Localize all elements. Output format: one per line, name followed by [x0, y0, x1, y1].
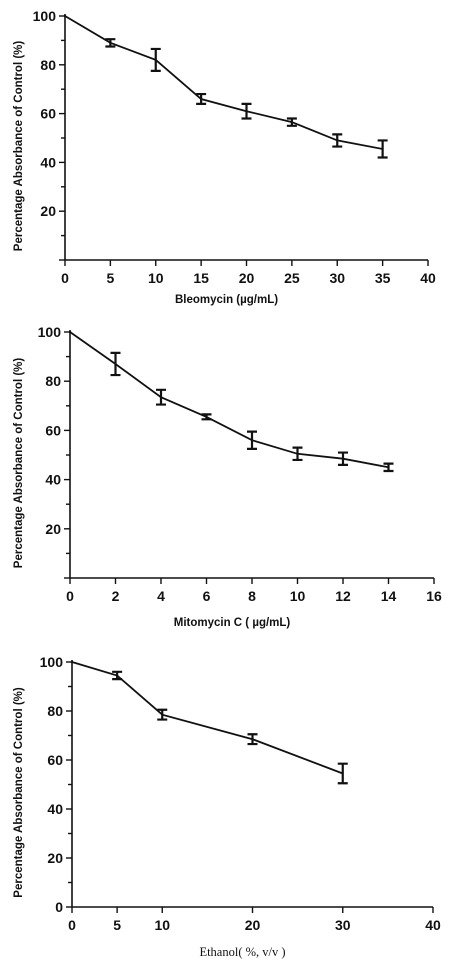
error-bar — [338, 451, 348, 466]
y-tick-label: 100 — [38, 324, 62, 340]
error-bar — [156, 388, 166, 406]
y-tick-label: 80 — [47, 703, 63, 719]
x-tick-label: 25 — [284, 270, 300, 286]
series-line — [64, 15, 383, 150]
y-tick-label: 40 — [40, 154, 56, 170]
y-axis-title: Percentage Absorbance of Control (%) — [13, 358, 25, 569]
x-tick-label: 12 — [335, 588, 351, 604]
data-point — [70, 660, 74, 664]
x-tick-label: 0 — [61, 270, 69, 286]
x-tick-label: 10 — [148, 270, 164, 286]
y-tick-label: 20 — [47, 850, 63, 866]
error-bar — [383, 462, 394, 473]
x-tick-label: 30 — [329, 270, 345, 286]
error-bar — [286, 117, 297, 127]
error-bar — [247, 733, 258, 746]
error-bar — [150, 47, 161, 72]
error-bar — [201, 413, 212, 421]
x-tick-label: 14 — [381, 588, 397, 604]
error-bar — [157, 708, 168, 721]
x-tick-label: 40 — [420, 270, 436, 286]
error-bar — [247, 430, 257, 450]
x-tick-label: 30 — [335, 917, 351, 933]
x-tick-label: 5 — [106, 270, 114, 286]
error-bar — [332, 133, 343, 148]
error-bar — [196, 92, 207, 105]
chart-bleomycin: 20 40 60 80 100 0 5 10 15 20 25 30 35 40 Bleomycin (µg… — [13, 8, 436, 306]
x-tick-label: 5 — [113, 917, 121, 933]
chart-ethanol: 0 20 40 60 80 100 0 5 10 20 30 40 Ethanol( %, v/v ) P… — [13, 654, 441, 959]
x-axis-title: Mitomycin C ( µg/mL) — [174, 617, 291, 629]
error-bar — [110, 351, 121, 377]
x-tick-label: 4 — [157, 588, 165, 604]
x-tick-label: 16 — [426, 588, 442, 604]
error-bar — [292, 446, 303, 462]
y-tick-label: 20 — [45, 521, 61, 537]
x-tick-label: 35 — [375, 270, 391, 286]
y-tick-label: 80 — [40, 57, 56, 73]
x-tick-label: 2 — [112, 588, 120, 604]
y-axis-title: Percentage Absorbance of Control (%) — [13, 687, 25, 898]
y-tick-label: 20 — [40, 203, 56, 219]
error-bar — [337, 762, 348, 785]
y-tick-label: 40 — [47, 801, 63, 817]
error-bar — [377, 139, 388, 159]
chart-mitomycin: 20 40 60 80 100 0 2 4 6 8 10 12 14 16 Mitomycin C ( µg… — [13, 324, 442, 629]
error-bar — [105, 38, 116, 48]
x-axis-title: Ethanol( %, v/v ) — [199, 945, 285, 959]
y-tick-label: 80 — [45, 373, 61, 389]
x-tick-label: 10 — [290, 588, 306, 604]
x-tick-label: 0 — [68, 917, 76, 933]
y-tick-label: 40 — [45, 472, 61, 488]
y-tick-label: 60 — [40, 106, 56, 122]
x-tick-label: 20 — [245, 917, 261, 933]
x-tick-label: 20 — [239, 270, 255, 286]
series-line — [69, 331, 389, 469]
error-bar — [241, 102, 252, 120]
x-axis-title: Bleomycin (µg/mL) — [175, 294, 278, 306]
x-tick-label: 0 — [66, 588, 74, 604]
data-point — [63, 14, 67, 18]
x-tick-label: 6 — [203, 588, 211, 604]
y-tick-label: 100 — [33, 8, 57, 24]
y-axis-title: Percentage Absorbance of Control (%) — [13, 41, 25, 252]
y-tick-label: 100 — [40, 654, 64, 670]
x-tick-label: 40 — [425, 917, 441, 933]
x-tick-label: 10 — [154, 917, 170, 933]
y-tick-label: 0 — [55, 899, 63, 915]
x-tick-label: 15 — [193, 270, 209, 286]
y-tick-label: 60 — [45, 422, 61, 438]
error-bar — [112, 670, 123, 681]
x-tick-label: 8 — [248, 588, 256, 604]
data-point — [68, 330, 72, 334]
y-tick-label: 60 — [47, 752, 63, 768]
